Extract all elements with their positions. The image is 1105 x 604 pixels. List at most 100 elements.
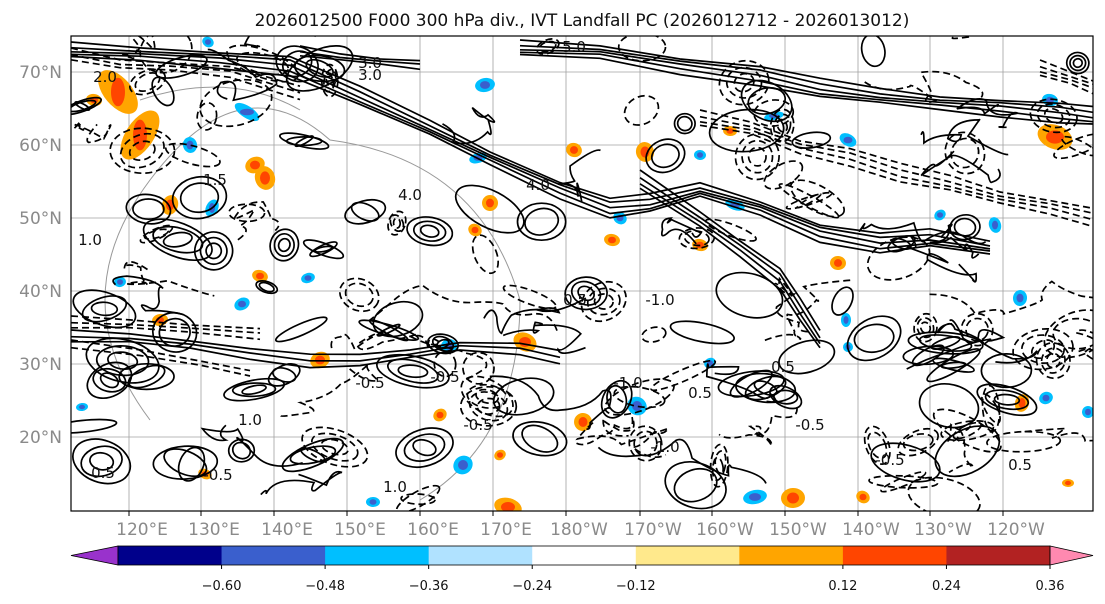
contour-label: 0.5 xyxy=(1008,456,1032,474)
negative-contour-loop xyxy=(965,317,989,342)
positive-divergence-core xyxy=(787,492,799,504)
negative-contour-loop xyxy=(502,284,557,310)
negative-divergence-core xyxy=(843,316,849,324)
contour-label: 1.0 xyxy=(238,411,262,429)
negative-divergence-core xyxy=(480,81,490,89)
positive-contour-loop xyxy=(769,384,803,410)
positive-contour-loop xyxy=(300,447,326,463)
negative-contour-loop xyxy=(785,191,833,210)
negative-divergence-core xyxy=(1085,408,1091,416)
contour-label: 1.0 xyxy=(78,231,102,249)
negative-divergence-core xyxy=(117,279,123,285)
positive-contour-loop xyxy=(1072,57,1084,69)
negative-contour-loop xyxy=(796,193,822,209)
positive-contour-loop xyxy=(163,448,208,478)
negative-contour-loop xyxy=(1053,133,1093,160)
lon-tick-label: 160°W xyxy=(696,520,754,540)
negative-contour-loop xyxy=(650,359,717,392)
positive-contour-loop xyxy=(708,108,785,153)
positive-divergence-core xyxy=(834,259,842,267)
positive-contour-line xyxy=(243,36,317,48)
colorbar-segment xyxy=(739,546,844,565)
positive-contour-loop xyxy=(740,79,793,123)
positive-contour-loop xyxy=(162,231,193,248)
negative-contour-loop xyxy=(1029,98,1078,134)
negative-contour-loop xyxy=(320,438,349,456)
negative-contour-loop xyxy=(344,282,374,308)
positive-contour-loop xyxy=(171,175,228,220)
positive-contour-line xyxy=(483,297,587,335)
contour-label: 1.0 xyxy=(383,478,407,496)
negative-contour-line xyxy=(71,53,301,94)
negative-divergence-core xyxy=(205,39,211,45)
negative-contour-line xyxy=(409,334,488,381)
negative-contour-loop xyxy=(1012,327,1074,371)
lon-tick-label: 160°E xyxy=(407,520,459,540)
positive-contour-loop xyxy=(227,438,256,463)
negative-contour-line xyxy=(1039,65,1093,85)
negative-contour-loop xyxy=(400,493,436,506)
negative-contour-line xyxy=(122,36,156,60)
positive-contour-loop xyxy=(275,45,319,83)
positive-contour-loop xyxy=(285,136,323,147)
positive-contour-loop xyxy=(294,54,346,83)
positive-contour-loop xyxy=(512,420,568,457)
negative-contour-loop xyxy=(1021,334,1065,364)
negative-contour-loop xyxy=(471,234,500,275)
lat-tick-label: 30°N xyxy=(19,355,62,375)
positive-contour-loop xyxy=(431,335,455,352)
negative-contour-loop xyxy=(950,137,980,169)
positive-contour-loop xyxy=(85,337,160,384)
negative-contour-loop xyxy=(981,393,1001,424)
colorbar-segment xyxy=(842,546,947,565)
positive-contour-loop xyxy=(860,36,886,68)
contour-label: -1.0 xyxy=(645,291,674,309)
positive-contour-loop xyxy=(673,467,718,503)
positive-contour-line xyxy=(299,50,421,65)
negative-contour-loop xyxy=(475,388,500,405)
lon-tick-label: 180°W xyxy=(550,520,608,540)
positive-contour-line xyxy=(71,50,991,250)
negative-contour-loop xyxy=(733,72,755,93)
positive-contour-line xyxy=(906,319,1006,370)
positive-contour-line xyxy=(71,53,991,252)
negative-contour-line xyxy=(699,124,1093,228)
pc-contours xyxy=(71,36,1093,511)
positive-contour-loop xyxy=(80,445,123,478)
negative-contour-loop xyxy=(460,375,514,418)
positive-contour-loop xyxy=(95,345,150,377)
negative-contour-loop xyxy=(301,426,369,468)
positive-contour-loop xyxy=(99,372,120,389)
negative-contour-loop xyxy=(986,430,1062,453)
positive-contour-loop xyxy=(395,427,454,469)
positive-contour-line xyxy=(207,48,278,102)
positive-contour-loop xyxy=(600,379,633,419)
positive-contour-loop xyxy=(71,96,102,116)
negative-contour-loop xyxy=(580,280,627,323)
negative-divergence-core xyxy=(186,140,194,150)
positive-contour-loop xyxy=(223,377,286,402)
positive-divergence-core xyxy=(578,417,588,427)
lon-tick-label: 140°E xyxy=(261,520,313,540)
negative-contour-line xyxy=(951,36,974,40)
contour-label: -1.0 xyxy=(650,438,679,456)
colorbar-segment xyxy=(635,546,740,565)
positive-contour-loop xyxy=(158,317,191,347)
reference-circle xyxy=(104,107,521,501)
positive-contour-loop xyxy=(570,280,602,306)
positive-contour-loop xyxy=(980,353,1033,389)
negative-contour-loop xyxy=(199,78,273,128)
colorbar-tick-label: −0.60 xyxy=(202,579,242,594)
negative-contour-line xyxy=(71,47,301,88)
positive-contour-loop xyxy=(74,101,91,111)
negative-contour-loop xyxy=(139,36,193,74)
negative-contour-loop xyxy=(459,385,518,427)
positive-contour-loop xyxy=(831,286,854,316)
negative-contour-loop xyxy=(940,420,995,442)
positive-contour-loop xyxy=(152,445,219,480)
colorbar-tick-label: −0.24 xyxy=(512,579,552,594)
longitude-labels: 120°E 130°E 140°E 150°E 160°E 170°E 180°W 170°W… xyxy=(116,511,1045,540)
positive-contour-loop xyxy=(358,319,420,341)
positive-contour-line xyxy=(112,275,184,316)
